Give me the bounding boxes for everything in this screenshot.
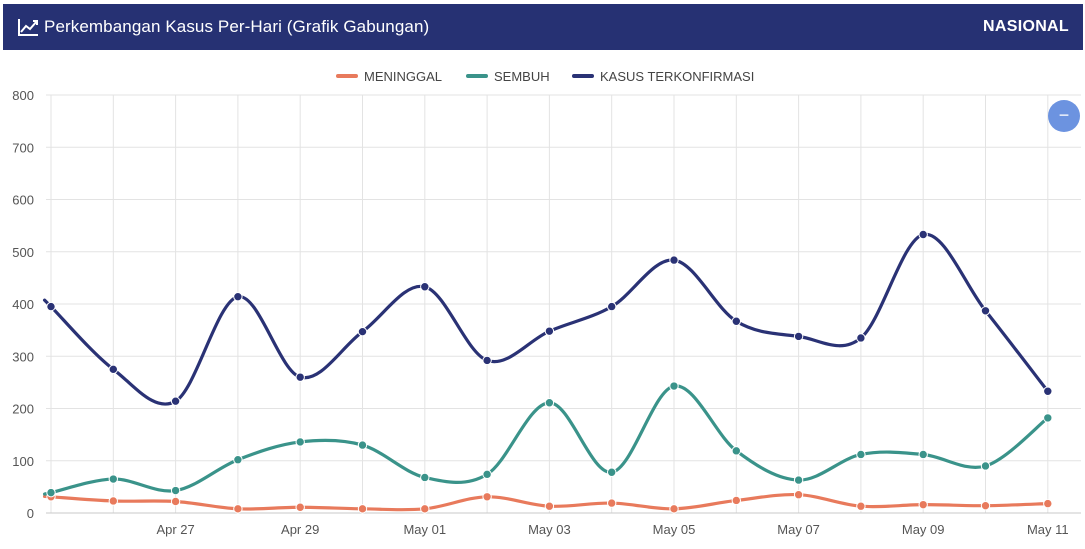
data-point-meninggal [108,496,119,506]
data-point-meninggal [607,498,617,508]
zoom-out-button[interactable]: − [1048,100,1080,132]
y-tick-label: 500 [12,245,34,260]
data-point-sembuh [482,469,492,480]
data-point-kasus-terkonfirmasi [918,229,928,240]
x-tick-label: Apr 29 [281,522,319,537]
data-point-sembuh [420,472,430,483]
data-point-kasus-terkonfirmasi [856,333,866,343]
data-point-sembuh [980,461,991,471]
data-point-kasus-terkonfirmasi [731,316,741,326]
x-tick-label: May 05 [653,522,696,537]
data-point-sembuh [170,485,181,496]
legend-swatch-kasus-terkonfirmasi [572,74,594,78]
data-point-sembuh [856,449,866,460]
data-point-meninggal [731,495,741,506]
y-tick-label: 400 [12,297,34,312]
legend-label: SEMBUH [494,68,550,84]
data-point-kasus-terkonfirmasi [233,291,243,302]
data-point-meninggal [856,501,866,511]
data-point-sembuh [357,440,368,450]
data-point-meninggal [980,500,991,511]
data-point-sembuh [731,446,741,456]
data-point-meninggal [420,504,430,514]
region-label: NASIONAL [983,18,1069,35]
x-tick-label: May 03 [528,522,571,537]
y-tick-label: 600 [12,193,34,208]
legend-swatch-sembuh [466,74,488,78]
data-point-kasus-terkonfirmasi [295,372,305,382]
x-tick-label: May 07 [777,522,820,537]
legend-item-meninggal[interactable]: MENINGGAL [336,67,442,85]
data-point-kasus-terkonfirmasi [108,364,119,375]
y-tick-label: 800 [12,88,34,103]
data-point-kasus-terkonfirmasi [482,355,492,366]
y-tick-label: 0 [27,506,34,521]
data-point-meninggal [482,492,492,502]
data-point-sembuh [793,475,804,485]
legend-swatch-meninggal [336,74,358,78]
legend-item-kasus-terkonfirmasi[interactable]: KASUS TERKONFIRMASI [572,67,754,85]
data-point-meninggal [793,490,804,500]
y-tick-label: 700 [12,140,34,155]
data-point-meninggal [357,504,368,514]
data-point-kasus-terkonfirmasi [170,396,181,406]
chart-header: Perkembangan Kasus Per-Hari (Grafik Gabu… [3,4,1083,50]
data-point-kasus-terkonfirmasi [357,326,368,337]
y-tick-label: 200 [12,402,34,417]
data-point-meninggal [1043,498,1053,509]
chart-title: Perkembangan Kasus Per-Hari (Grafik Gabu… [44,17,430,36]
data-point-kasus-terkonfirmasi [793,331,804,342]
data-point-sembuh [46,487,56,498]
data-point-kasus-terkonfirmasi [1043,386,1053,396]
x-tick-label: May 09 [902,522,945,537]
data-point-kasus-terkonfirmasi [980,306,991,316]
data-point-meninggal [233,504,243,514]
legend-label: MENINGGAL [364,68,443,84]
data-point-sembuh [233,455,243,465]
data-point-meninggal [170,496,181,507]
x-tick-label: May 01 [403,522,446,537]
legend: MENINGGAL SEMBUH KASUS TERKONFIRMASI [0,67,1085,85]
legend-item-sembuh[interactable]: SEMBUH [466,67,550,85]
data-point-sembuh [607,467,617,477]
data-point-kasus-terkonfirmasi [420,282,430,292]
data-point-kasus-terkonfirmasi [607,301,617,312]
data-point-sembuh [108,474,119,484]
data-point-sembuh [918,449,928,460]
data-point-sembuh [1043,413,1053,423]
data-point-kasus-terkonfirmasi [46,301,56,312]
data-point-kasus-terkonfirmasi [544,326,555,336]
data-point-sembuh [295,437,305,447]
data-point-meninggal [544,501,555,511]
data-point-meninggal [918,499,928,510]
x-tick-label: May 11 [1027,522,1069,537]
y-tick-label: 300 [12,349,34,364]
legend-label: KASUS TERKONFIRMASI [600,68,755,84]
data-point-meninggal [669,504,679,514]
data-point-kasus-terkonfirmasi [669,255,679,265]
line-chart-icon [18,19,38,36]
data-point-meninggal [295,502,305,512]
series-line-kasus-terkonfirmasi [43,232,1050,406]
data-point-sembuh [669,381,679,391]
data-point-sembuh [544,398,555,408]
x-tick-label: Apr 27 [156,522,194,537]
y-tick-label: 100 [12,454,34,469]
